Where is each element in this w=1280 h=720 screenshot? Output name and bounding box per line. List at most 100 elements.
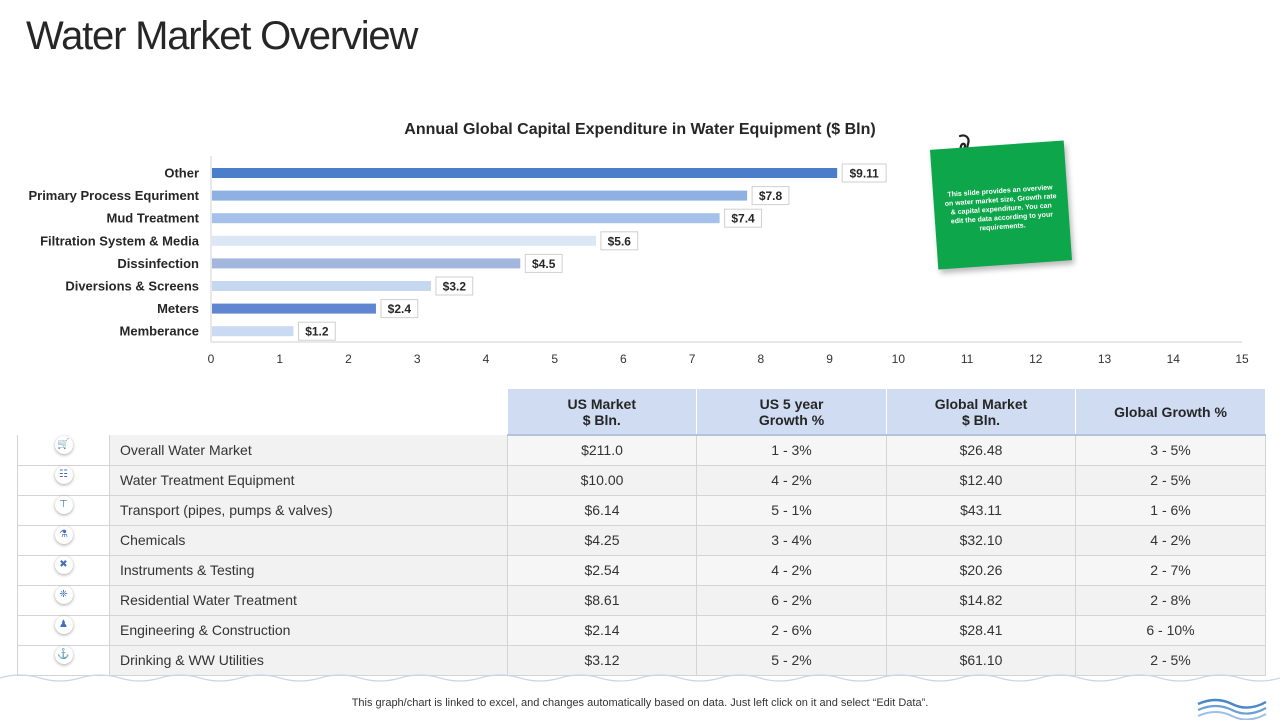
row-icon-cell: ✖ [17, 555, 110, 586]
cell-global-growth: 2 - 8% [1075, 585, 1266, 616]
bar [212, 303, 376, 314]
cell-global-market: $43.11 [886, 495, 1076, 526]
data-label: $1.2 [305, 325, 329, 339]
cell-us-market: $2.54 [507, 555, 697, 586]
cell-us-growth: 6 - 2% [696, 585, 887, 616]
x-tick-label: 0 [208, 352, 215, 366]
data-label-box [380, 299, 419, 319]
header-us-growth-line2: Growth % [758, 411, 825, 428]
row-icon-cell: ⚗ [17, 525, 110, 556]
category-label: Meters [157, 301, 199, 316]
data-label: $3.2 [443, 280, 467, 294]
bar [212, 213, 720, 224]
table-row: ♟ Engineering & Construction $2.14 2 - 6% $2… [17, 615, 1266, 646]
cell-us-market: $8.61 [507, 585, 697, 616]
cell-name: Water Treatment Equipment [109, 465, 508, 496]
x-tick-label: 3 [414, 352, 421, 366]
data-label: $2.4 [388, 302, 412, 316]
cell-us-growth: 4 - 2% [696, 555, 887, 586]
cell-global-market: $61.10 [886, 645, 1076, 676]
cell-us-market: $6.14 [507, 495, 697, 526]
cell-us-growth: 2 - 6% [696, 615, 887, 646]
header-us-growth-line1: US 5 year [759, 395, 824, 412]
cell-name: Instruments & Testing [109, 555, 508, 586]
category-label: Filtration System & Media [40, 233, 200, 248]
x-tick-label: 2 [345, 352, 352, 366]
data-label-box [435, 276, 474, 296]
table-row: ⚗ Chemicals $4.25 3 - 4% $32.10 4 - 2% [17, 525, 1266, 556]
x-tick-label: 14 [1167, 352, 1181, 366]
cell-global-market: $14.82 [886, 585, 1076, 616]
engineer-icon: ♟ [54, 616, 73, 634]
cell-name: Drinking & WW Utilities [109, 645, 508, 676]
header-us-growth: US 5 year Growth % [696, 389, 887, 436]
row-icon-cell: ♟ [17, 615, 110, 646]
footer-note: This graph/chart is linked to excel, and… [351, 697, 929, 709]
cell-global-growth: 2 - 5% [1075, 645, 1266, 676]
category-label: Primary Process Equriment [28, 188, 199, 203]
cell-us-market: $4.25 [507, 525, 697, 556]
cell-global-market: $28.41 [886, 615, 1076, 646]
data-label: $4.5 [532, 257, 556, 271]
cell-us-growth: 4 - 2% [696, 465, 887, 496]
header-global-market-line2: $ Bln. [961, 411, 1001, 428]
data-label: $7.4 [731, 212, 755, 226]
x-tick-label: 8 [758, 352, 765, 366]
chemicals-icon: ⚗ [54, 526, 73, 544]
category-label: Mud Treatment [107, 211, 200, 226]
table-row: ✖ Instruments & Testing $2.54 4 - 2% $20.26 2… [17, 555, 1266, 586]
category-label: Memberance [120, 324, 199, 339]
data-label-box [524, 253, 563, 273]
x-tick-label: 15 [1235, 352, 1249, 366]
cell-name: Engineering & Construction [109, 615, 508, 646]
row-icon-cell: 🛒 [17, 435, 110, 466]
table-row: 🛒 Overall Water Market $211.0 1 - 3% $26.48 3… [17, 435, 1266, 466]
cell-global-market: $26.48 [886, 435, 1076, 466]
filter-tanks-icon: ☷ [54, 466, 73, 484]
header-blank-name [109, 389, 508, 435]
category-label: Other [164, 166, 199, 181]
header-global-growth-line1: Global Growth % [1114, 403, 1227, 420]
bar [212, 168, 838, 178]
x-tick-label: 5 [551, 352, 558, 366]
cell-name: Transport (pipes, pumps & valves) [109, 495, 508, 526]
header-us-market: US Market $ Bln. [507, 389, 697, 436]
data-label: $9.11 [849, 167, 879, 181]
table-row: ❈ Residential Water Treatment $8.61 6 - 2% $… [17, 585, 1266, 616]
cell-global-market: $32.10 [886, 525, 1076, 556]
wave-divider [0, 674, 1280, 682]
category-label: Dissinfection [117, 256, 199, 271]
table-row: ⊤ Transport (pipes, pumps & valves) $6.14 5… [17, 495, 1266, 526]
chart-title: Annual Global Capital Expenditure in Wat… [404, 121, 875, 138]
water-market-table: US Market $ Bln. US 5 year Growth % Glob… [17, 389, 1266, 676]
cell-global-market: $12.40 [886, 465, 1076, 496]
cell-global-market: $20.26 [886, 555, 1076, 586]
category-label: Diversions & Screens [65, 279, 199, 294]
cell-global-growth: 2 - 5% [1075, 465, 1266, 496]
bar [212, 190, 748, 201]
sticky-note: This slide provides an overview on water… [929, 140, 1073, 270]
cell-name: Chemicals [109, 525, 508, 556]
x-tick-label: 10 [892, 352, 906, 366]
data-label-box [841, 163, 887, 183]
cell-global-growth: 4 - 2% [1075, 525, 1266, 556]
wave-logo-icon [1197, 698, 1267, 720]
cell-us-market: $211.0 [507, 435, 697, 466]
cell-us-growth: 1 - 3% [696, 435, 887, 466]
x-tick-label: 13 [1098, 352, 1112, 366]
cell-us-growth: 3 - 4% [696, 525, 887, 556]
shopping-cart-icon: 🛒 [54, 435, 73, 454]
cell-name: Residential Water Treatment [109, 585, 508, 616]
cell-global-growth: 3 - 5% [1075, 435, 1266, 466]
bar [212, 281, 431, 291]
bar [212, 258, 521, 269]
x-tick-label: 11 [961, 352, 974, 366]
row-icon-cell: ☷ [17, 465, 110, 496]
row-icon-cell: ⊤ [17, 495, 110, 526]
data-label: $7.8 [759, 189, 783, 203]
header-blank-icon [17, 389, 110, 435]
cell-name: Overall Water Market [109, 435, 508, 466]
row-icon-cell: ⚓ [17, 645, 110, 676]
x-tick-label: 6 [620, 352, 627, 366]
